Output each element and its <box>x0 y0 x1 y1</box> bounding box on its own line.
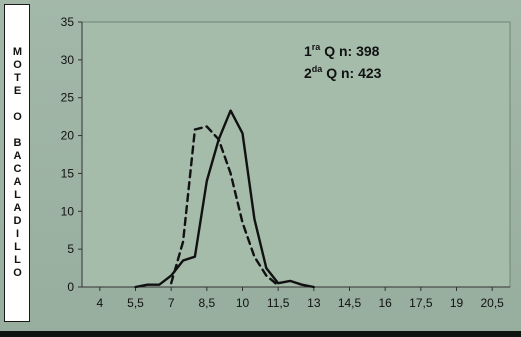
series-line-2 <box>170 125 280 287</box>
series-lines <box>134 109 315 289</box>
y-tick-label: 30 <box>61 53 75 67</box>
x-tick-label: 11,5 <box>267 296 290 310</box>
x-tick-label: 13 <box>307 296 321 310</box>
y-tick-label: 5 <box>67 242 74 256</box>
side-label: MOTE O BACALADILLO <box>4 4 30 322</box>
plot-area <box>81 21 511 288</box>
y-tick-label: 15 <box>61 166 75 180</box>
series-line-1 <box>134 109 315 289</box>
annotation-1: 1ra Q n: 398 <box>304 42 380 59</box>
x-tick-label: 10 <box>236 296 250 310</box>
x-tick-label: 16 <box>378 296 392 310</box>
x-tick-label: 7 <box>168 296 175 310</box>
x-tick-label: 17,5 <box>409 296 433 310</box>
y-tick-label: 25 <box>61 91 75 105</box>
y-tick-label: 35 <box>61 15 75 29</box>
y-axis-ticks: 0 5 10 15 20 25 30 35 <box>61 15 82 294</box>
x-axis-ticks: 4 5,5 7 8,5 10 11,5 13 14,5 16 17,5 19 20,5 <box>96 287 504 310</box>
bottom-bar <box>0 331 521 337</box>
y-tick-label: 0 <box>67 280 74 294</box>
x-tick-label: 5,5 <box>127 296 144 310</box>
x-tick-label: 4 <box>96 296 103 310</box>
side-label-text: MOTE O BACALADILLO <box>11 46 24 280</box>
annotations: 1ra Q n: 398 2da Q n: 423 <box>304 42 382 81</box>
x-tick-label: 19 <box>450 296 464 310</box>
x-tick-label: 8,5 <box>198 296 215 310</box>
x-tick-label: 20,5 <box>480 296 504 310</box>
annotation-2: 2da Q n: 423 <box>304 64 382 81</box>
y-tick-label: 20 <box>61 129 75 143</box>
y-tick-label: 10 <box>61 204 75 218</box>
x-tick-label: 14,5 <box>338 296 362 310</box>
axes <box>81 21 511 288</box>
